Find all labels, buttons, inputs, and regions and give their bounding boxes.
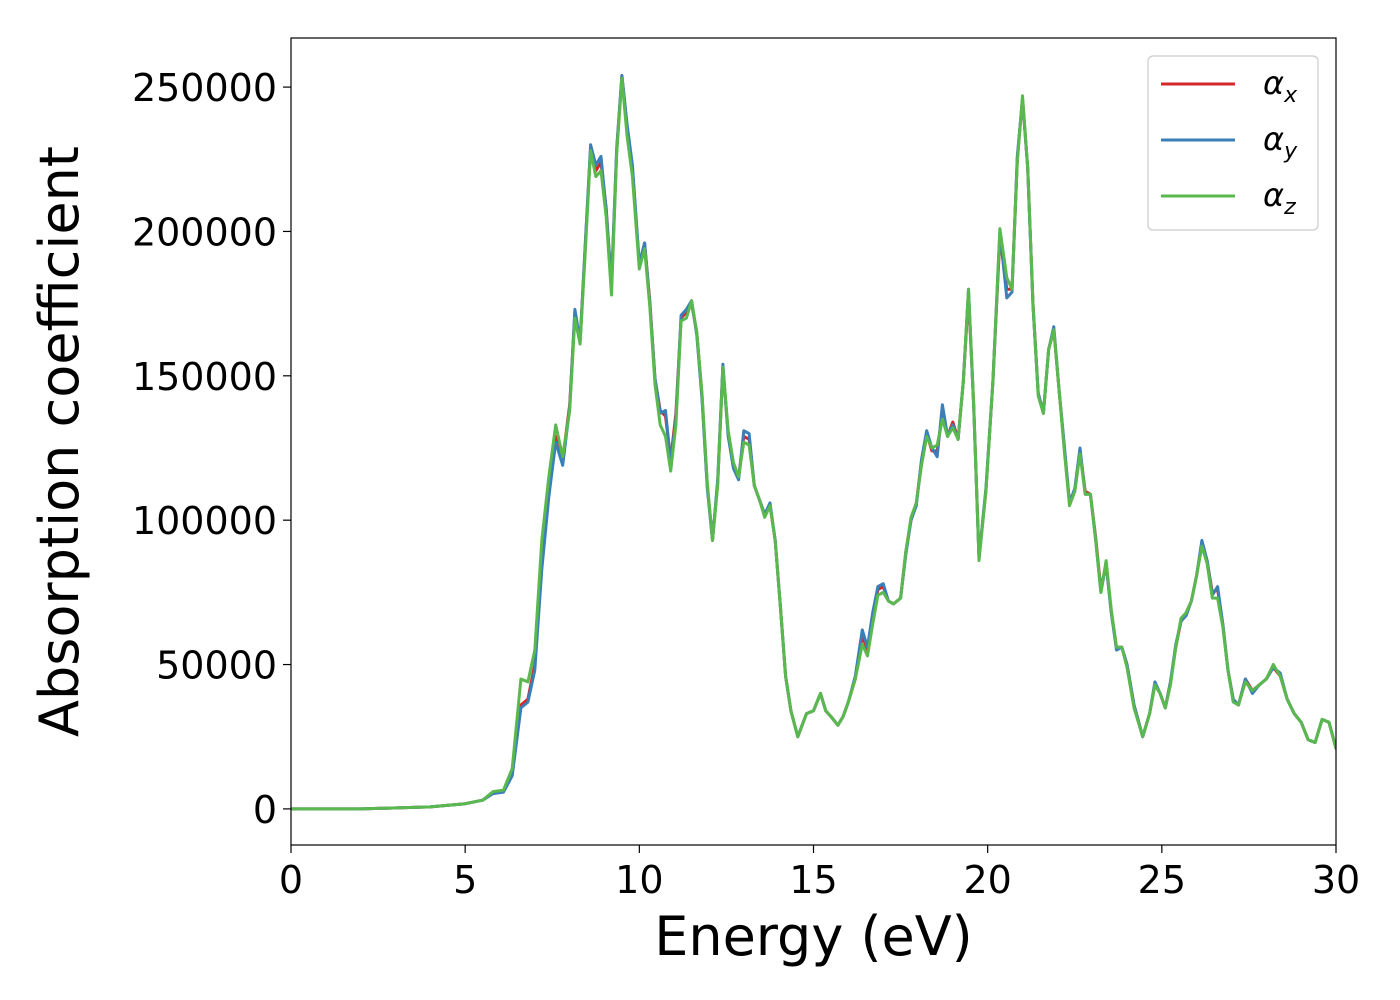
x-tick-label: 0 <box>279 858 303 902</box>
x-tick-label: 10 <box>615 858 663 902</box>
legend-label-z: αz <box>1263 176 1296 220</box>
legend-box <box>1147 55 1319 231</box>
y-tick-label: 0 <box>253 788 277 832</box>
x-tick-label: 5 <box>453 858 477 902</box>
y-tick-label: 100000 <box>132 499 277 543</box>
legend-label-x: αx <box>1263 64 1298 108</box>
y-axis: 0 50000 100000 150000 200000 250000 <box>132 66 291 832</box>
x-axis-label: Energy (eV) <box>654 905 973 968</box>
series-line-z <box>291 76 1336 811</box>
legend: αx αy αz <box>1147 55 1319 231</box>
legend-label-y: αy <box>1263 120 1298 164</box>
y-tick-label: 200000 <box>132 210 277 254</box>
y-tick-label: 250000 <box>132 66 277 110</box>
series-layer <box>291 74 1336 811</box>
x-tick-label: 25 <box>1138 858 1186 902</box>
x-tick-label: 20 <box>963 858 1011 902</box>
y-axis-label: Absorption coefficient <box>28 146 91 737</box>
x-tick-label: 30 <box>1312 858 1360 902</box>
x-axis: 0 5 10 15 20 25 30 <box>279 845 1360 902</box>
y-tick-label: 150000 <box>132 355 277 399</box>
y-tick-label: 50000 <box>156 644 277 688</box>
x-tick-label: 15 <box>789 858 837 902</box>
